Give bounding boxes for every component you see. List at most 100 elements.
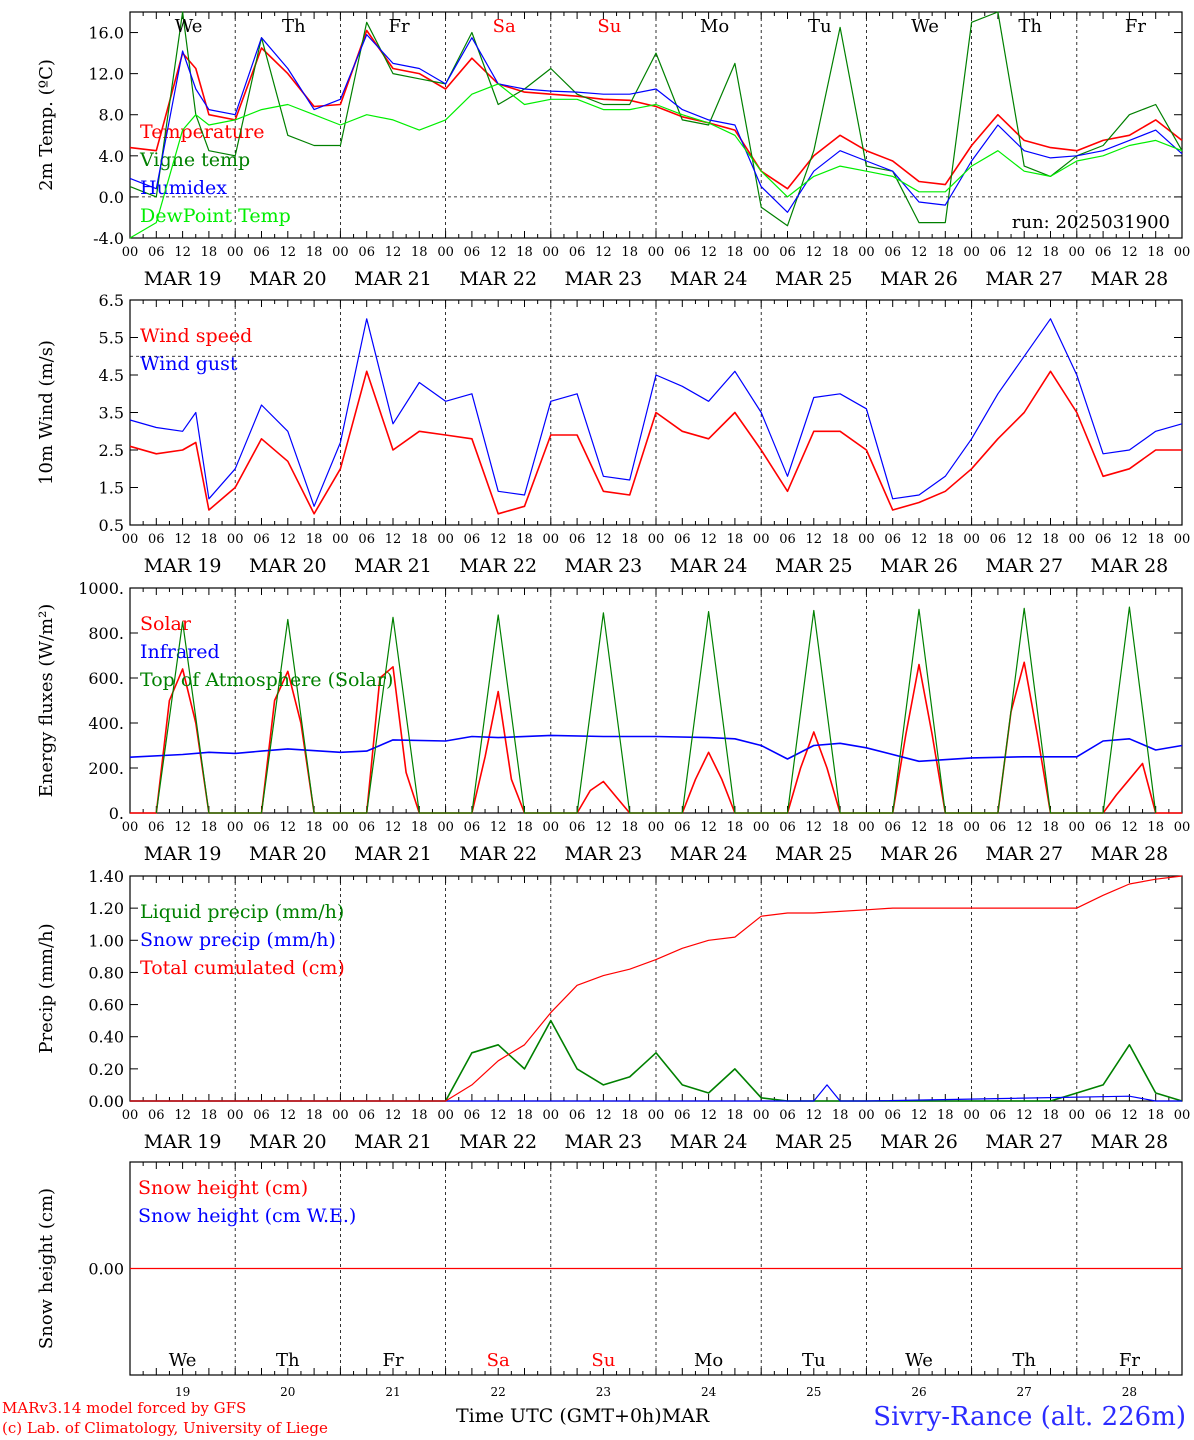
hour-tick-label: 00: [1174, 820, 1191, 835]
hour-tick-label: 18: [201, 1108, 218, 1123]
hour-tick-label: 18: [621, 245, 638, 260]
date-label: MAR 22: [459, 555, 537, 577]
hour-tick-label: 18: [411, 245, 428, 260]
panel-0-legend-3: DewPoint Temp: [140, 205, 291, 227]
hour-tick-label: 00: [858, 820, 875, 835]
hour-tick-label: 00: [963, 532, 980, 547]
day-number: 26: [911, 1385, 926, 1399]
panel-0-series-0: [129, 29, 1183, 190]
panel-1-ytick-label: 6.5: [99, 291, 124, 310]
hour-tick-label: 06: [569, 1108, 586, 1123]
panel-4-legend-1: Snow height (cm W.E.): [138, 1205, 356, 1227]
panel-1-ytick-label: 4.5: [99, 366, 124, 385]
panel-0-ytick-label: -4.0: [93, 229, 124, 248]
hour-tick-label: 00: [437, 1108, 454, 1123]
day-abbr: Su: [597, 16, 621, 37]
hour-tick-label: 18: [937, 1108, 954, 1123]
date-label: MAR 20: [249, 843, 327, 865]
panel-1-ytick-label: 2.5: [99, 441, 124, 460]
panel-3-series-1: [130, 1084, 1182, 1102]
date-label: MAR 27: [985, 1131, 1063, 1153]
date-label: MAR 26: [880, 1131, 958, 1153]
day-number: 25: [806, 1385, 821, 1399]
hour-tick-label: 00: [753, 1108, 770, 1123]
hour-tick-label: 00: [858, 245, 875, 260]
hour-tick-label: 06: [464, 820, 481, 835]
day-abbr-bottom: We: [905, 1350, 933, 1371]
hour-tick-label: 00: [227, 532, 244, 547]
hour-tick-label: 00: [122, 245, 139, 260]
date-label: MAR 21: [354, 1131, 432, 1153]
hour-tick-label: 12: [174, 532, 191, 547]
hour-tick-label: 06: [990, 1108, 1007, 1123]
hour-tick-label: 06: [253, 820, 270, 835]
day-abbr-bottom: Fr: [382, 1350, 403, 1371]
panel-4-legend-0: Snow height (cm): [138, 1177, 308, 1199]
date-label: MAR 20: [249, 555, 327, 577]
date-label: MAR 28: [1091, 1131, 1169, 1153]
date-label: MAR 28: [1091, 268, 1169, 290]
hour-tick-label: 06: [1095, 1108, 1112, 1123]
day-abbr-bottom: Fr: [1119, 1350, 1140, 1371]
hour-tick-label: 06: [990, 245, 1007, 260]
panel-0-ytick-label: 4.0: [99, 147, 124, 166]
date-label: MAR 28: [1091, 843, 1169, 865]
hour-tick-label: 00: [543, 532, 560, 547]
hour-tick-label: 18: [1042, 532, 1059, 547]
date-label: MAR 25: [775, 555, 853, 577]
day-number: 20: [280, 1385, 295, 1399]
hour-tick-label: 06: [253, 532, 270, 547]
panel-0-series-3: [129, 83, 1183, 239]
hour-tick-label: 00: [227, 820, 244, 835]
date-label: MAR 26: [880, 268, 958, 290]
hour-tick-label: 00: [332, 1108, 349, 1123]
hour-tick-label: 12: [595, 1108, 612, 1123]
hour-tick-label: 18: [937, 820, 954, 835]
hour-tick-label: 06: [779, 1108, 796, 1123]
hour-tick-label: 06: [358, 245, 375, 260]
hour-tick-label: 00: [858, 532, 875, 547]
date-label: MAR 22: [459, 843, 537, 865]
hour-tick-label: 06: [358, 1108, 375, 1123]
hour-tick-label: 18: [832, 820, 849, 835]
panel-2-legend-1: Infrared: [140, 641, 220, 663]
date-label: MAR 28: [1091, 555, 1169, 577]
hour-tick-label: 06: [779, 532, 796, 547]
hour-tick-label: 12: [385, 820, 402, 835]
date-label: MAR 24: [670, 843, 748, 865]
day-number: 23: [596, 1385, 611, 1399]
hour-tick-label: 18: [516, 820, 533, 835]
hour-tick-label: 00: [648, 1108, 665, 1123]
hour-tick-label: 00: [648, 532, 665, 547]
date-label: MAR 19: [144, 843, 222, 865]
day-number: 27: [1017, 1385, 1032, 1399]
hour-tick-label: 12: [911, 245, 928, 260]
hour-tick-label: 06: [674, 532, 691, 547]
hour-tick-label: 12: [1016, 820, 1033, 835]
meteogram: -4.00.04.08.012.016.02m Temp. (ºC) Temper…: [36, 11, 1191, 1399]
date-label: MAR 25: [775, 268, 853, 290]
date-label: MAR 24: [670, 555, 748, 577]
hour-tick-label: 12: [490, 1108, 507, 1123]
hour-tick-label: 00: [1069, 245, 1086, 260]
date-label: MAR 19: [144, 268, 222, 290]
hour-tick-label: 18: [621, 532, 638, 547]
date-label: MAR 23: [565, 843, 643, 865]
panel-3-legend-2: Total cumulated (cm): [140, 957, 345, 979]
panel-2-ytick-label: 800.: [88, 624, 124, 643]
date-label: MAR 27: [985, 268, 1063, 290]
hour-tick-label: 18: [201, 820, 218, 835]
hour-tick-label: 12: [280, 532, 297, 547]
hour-tick-label: 18: [201, 245, 218, 260]
hour-tick-label: 06: [148, 820, 165, 835]
panel-2-ytick-label: 400.: [88, 714, 124, 733]
hour-tick-label: 18: [306, 532, 323, 547]
lab-credit: (c) Lab. of Climatology, University of L…: [2, 1419, 328, 1437]
panel-2-ylabel: Energy fluxes (W/m²): [36, 604, 57, 798]
hour-tick-label: 00: [543, 1108, 560, 1123]
hour-tick-label: 12: [595, 532, 612, 547]
date-label: MAR 23: [565, 1131, 643, 1153]
hour-tick-label: 06: [990, 532, 1007, 547]
hour-tick-label: 18: [727, 245, 744, 260]
day-number: 22: [491, 1385, 506, 1399]
